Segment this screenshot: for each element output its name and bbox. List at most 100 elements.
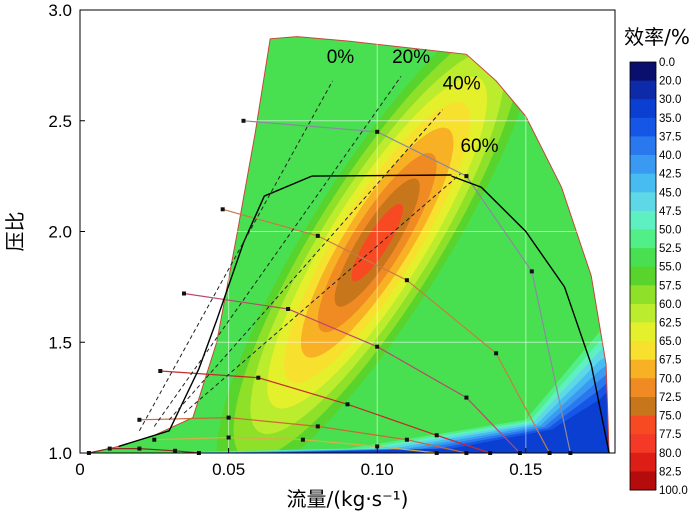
colorbar-label: 30.0: [659, 94, 681, 106]
speed-point: [226, 415, 231, 420]
colorbar-swatch: [630, 359, 656, 379]
colorbar-swatch: [630, 155, 656, 175]
speed-point: [256, 375, 261, 380]
colorbar-label: 62.5: [659, 318, 681, 330]
colorbar-label: 0.0: [659, 57, 675, 69]
colorbar-swatch: [630, 285, 656, 305]
margin-line: [183, 173, 461, 414]
margin-line: [138, 80, 334, 432]
colorbar: 0.0 20.0 30.0 35.0 37.5 40.0 42.5 45.0 47.5 50.0 5…: [629, 57, 688, 497]
colorbar-label: 42.5: [659, 169, 681, 181]
colorbar-swatch: [630, 434, 656, 454]
speed-point: [226, 435, 231, 440]
speed-point: [182, 291, 186, 296]
colorbar-label: 35.0: [659, 113, 681, 125]
colorbar-swatch: [630, 415, 656, 435]
y-tick-label: 3.0: [48, 1, 72, 20]
colorbar-label: 40.0: [659, 150, 681, 162]
colorbar-swatch: [630, 99, 656, 119]
colorbar-label: 45.0: [659, 187, 681, 199]
efficiency-label: 20%: [392, 47, 430, 68]
speed-point: [404, 437, 409, 442]
speed-point: [464, 395, 469, 400]
x-tick-label: 0: [75, 460, 84, 479]
colorbar-swatch: [630, 266, 656, 286]
colorbar-swatch: [630, 341, 656, 361]
margin-lines: [138, 76, 461, 432]
colorbar-label: 67.5: [659, 355, 681, 367]
y-tick-label: 2.0: [48, 223, 72, 242]
speed-point: [152, 437, 157, 442]
colorbar-swatch: [630, 173, 656, 193]
speed-point: [529, 269, 534, 274]
speed-point: [345, 402, 350, 407]
speed-point: [494, 351, 499, 356]
speed-point: [173, 448, 178, 453]
speed-point: [464, 174, 469, 179]
x-tick-label: 0.05: [212, 460, 245, 479]
colorbar-swatch: [630, 322, 656, 342]
speed-point: [300, 437, 305, 442]
speed-point: [375, 129, 380, 134]
choke-line: [451, 175, 610, 454]
y-tick-label: 2.5: [48, 112, 72, 131]
x-axis: 0 0.05 0.10 0.15: [75, 448, 542, 479]
speed-point: [315, 233, 320, 238]
speed-point: [137, 417, 142, 422]
colorbar-label: 80.0: [659, 448, 681, 460]
speed-point: [137, 446, 142, 451]
speed-point: [375, 344, 380, 349]
colorbar-label: 52.5: [659, 243, 681, 255]
speed-point: [286, 307, 291, 311]
speed-point: [220, 207, 225, 212]
efficiency-labels: 0% 20% 40% 60%: [327, 47, 499, 157]
colorbar-label: 50.0: [659, 225, 681, 237]
colorbar-label: 70.0: [659, 373, 681, 385]
colorbar-swatch: [630, 62, 656, 82]
colorbar-label: 37.5: [659, 131, 681, 143]
colorbar-title: 效率/%: [624, 25, 690, 49]
y-tick-label: 1.0: [48, 444, 72, 463]
x-tick-label: 0.10: [361, 460, 394, 479]
colorbar-label: 47.5: [659, 206, 681, 218]
top-line: [311, 174, 452, 177]
y-axis: 1.0 1.5 2.0 2.5 3.0: [48, 1, 85, 463]
speed-point: [404, 278, 409, 283]
colorbar-label: 60.0: [659, 299, 681, 311]
efficiency-label: 40%: [443, 74, 481, 95]
colorbar-label: 57.5: [659, 280, 681, 292]
speed-point: [107, 446, 112, 451]
colorbar-swatch: [630, 452, 656, 472]
colorbar-swatch: [630, 210, 656, 230]
colorbar-swatch: [630, 80, 656, 100]
speed-point: [315, 424, 320, 429]
colorbar-swatch: [630, 303, 656, 323]
margin-line: [153, 76, 402, 427]
colorbar-swatch: [630, 192, 656, 212]
colorbar-label: 55.0: [659, 262, 681, 274]
colorbar-label: 72.5: [659, 392, 681, 404]
colorbar-swatch: [630, 229, 656, 249]
colorbar-swatch: [630, 136, 656, 156]
colorbar-swatch: [630, 397, 656, 417]
surge-line: [118, 175, 313, 448]
speed-point: [158, 369, 163, 373]
speed-point: [375, 444, 380, 449]
colorbar-swatch: [630, 378, 656, 398]
efficiency-label: 60%: [460, 136, 498, 157]
y-tick-label: 1.5: [48, 333, 72, 352]
x-axis-label: 流量/(kg·s⁻¹): [287, 487, 409, 511]
colorbar-frame: [629, 61, 657, 491]
margin-line: [168, 109, 443, 421]
map-boundary: [88, 36, 610, 454]
colorbar-swatch: [630, 117, 656, 137]
speed-point: [434, 433, 439, 438]
colorbar-label: 82.5: [659, 466, 681, 478]
colorbar-label: 65.0: [659, 336, 681, 348]
colorbar-label: 77.5: [659, 429, 681, 441]
speed-point: [241, 118, 246, 123]
colorbar-label: 75.0: [659, 411, 681, 423]
y-axis-label: 压比: [3, 212, 27, 252]
colorbar-label: 100.0: [659, 485, 688, 497]
